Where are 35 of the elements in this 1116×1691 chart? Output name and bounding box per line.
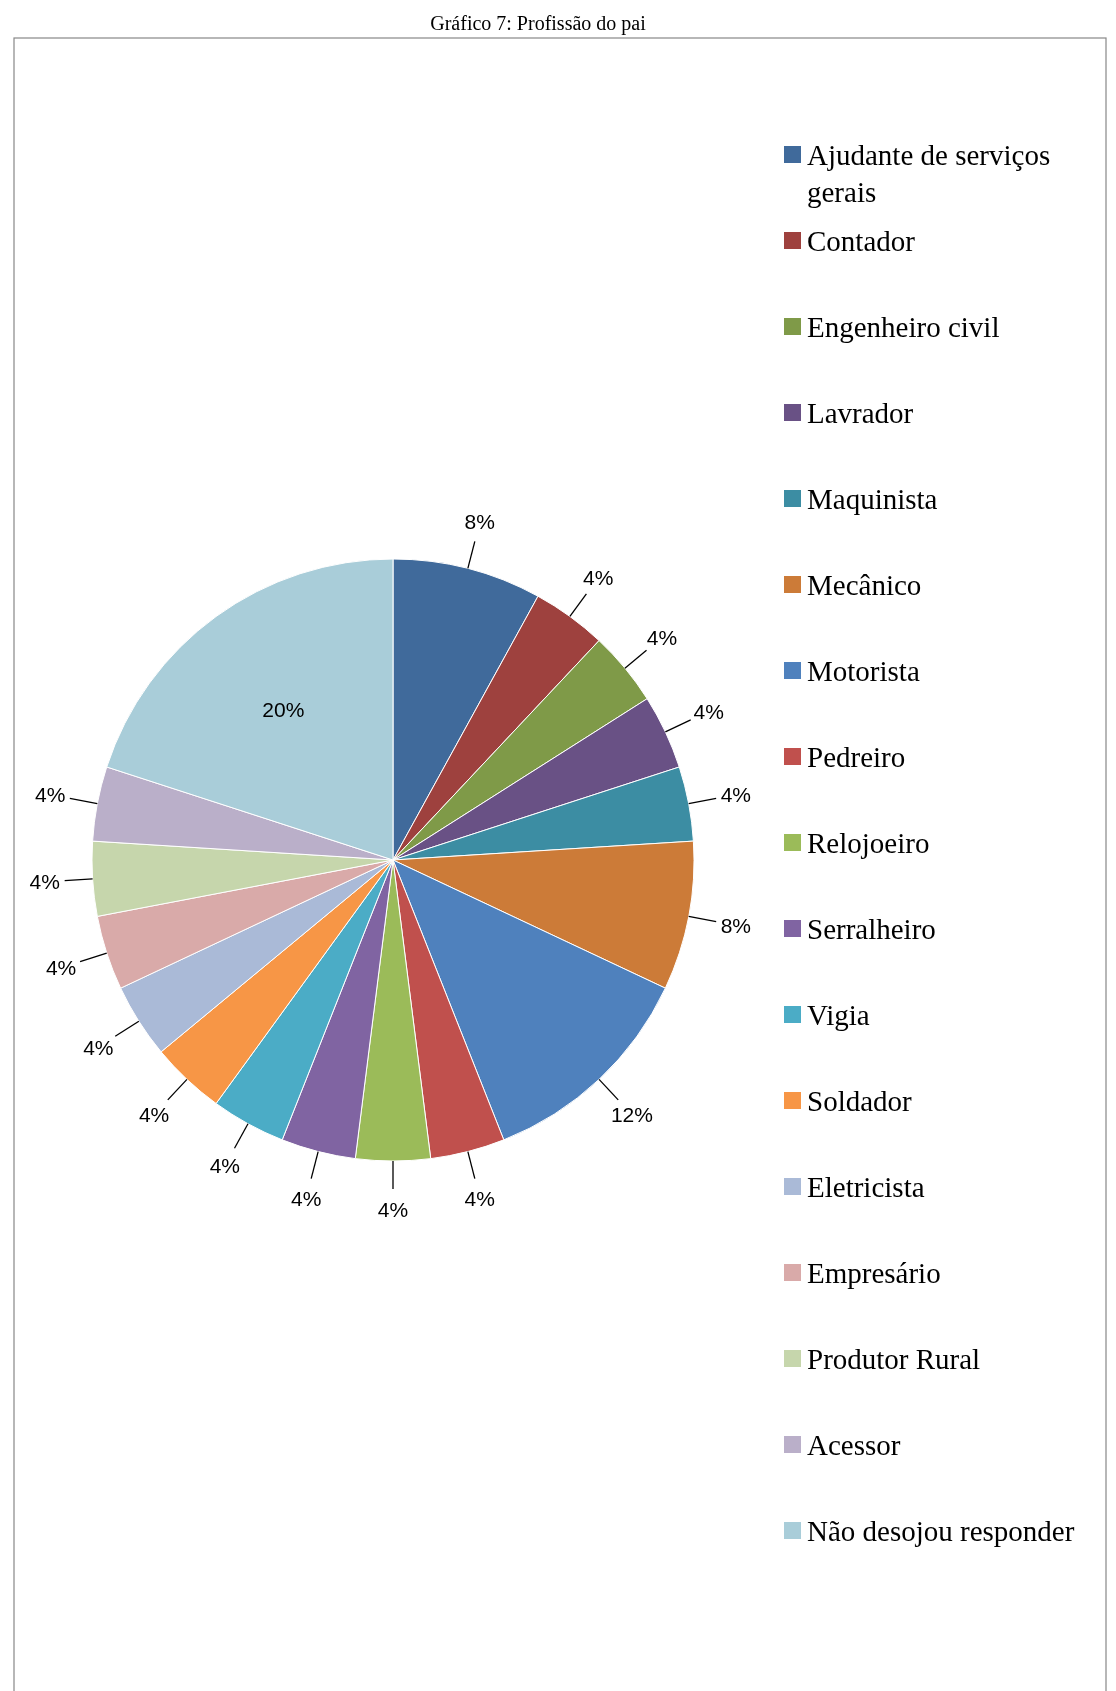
chart-title: Gráfico 7: Profissão do pai [430, 12, 647, 35]
legend-label: Serralheiro [807, 913, 936, 945]
legend-label: Não desojou responder [807, 1515, 1075, 1547]
legend-label: Contador [807, 225, 916, 257]
data-label: 4% [35, 783, 66, 807]
data-label: 4% [646, 626, 678, 650]
data-label: 4% [291, 1186, 322, 1210]
data-label: 4% [582, 566, 614, 590]
data-label: 12% [610, 1102, 653, 1126]
legend-label: Ajudante de serviços gerais [807, 139, 1051, 208]
legend-label: Engenheiro civil [807, 311, 1000, 343]
legend-label: Motorista [807, 655, 920, 687]
data-label: 4% [29, 870, 60, 894]
data-label: 20% [262, 697, 305, 721]
legend-label: Pedreiro [807, 741, 906, 773]
legend-label: Maquinista [807, 483, 938, 515]
data-label: 4% [693, 699, 724, 723]
legend-label: Mecânico [807, 569, 922, 601]
legend-label: Eletricista [807, 1171, 925, 1203]
data-label: 4% [83, 1035, 114, 1059]
legend-label: Produtor Rural [807, 1343, 981, 1375]
legend-label: Relojoeiro [807, 827, 930, 859]
data-label: 4% [464, 1186, 495, 1210]
legend-label: Lavrador [807, 397, 914, 429]
data-label: 4% [45, 956, 77, 980]
data-label: 4% [377, 1197, 409, 1221]
data-label: 4% [138, 1102, 170, 1126]
data-label: 4% [720, 783, 751, 807]
legend-label: Acessor [807, 1429, 901, 1461]
data-label: 8% [464, 510, 495, 534]
legend-label: Vigia [807, 999, 870, 1031]
data-label: 8% [720, 913, 751, 937]
data-label: 4% [209, 1154, 241, 1178]
legend-label: Empresário [807, 1257, 941, 1289]
legend-label: Soldador [807, 1085, 913, 1117]
